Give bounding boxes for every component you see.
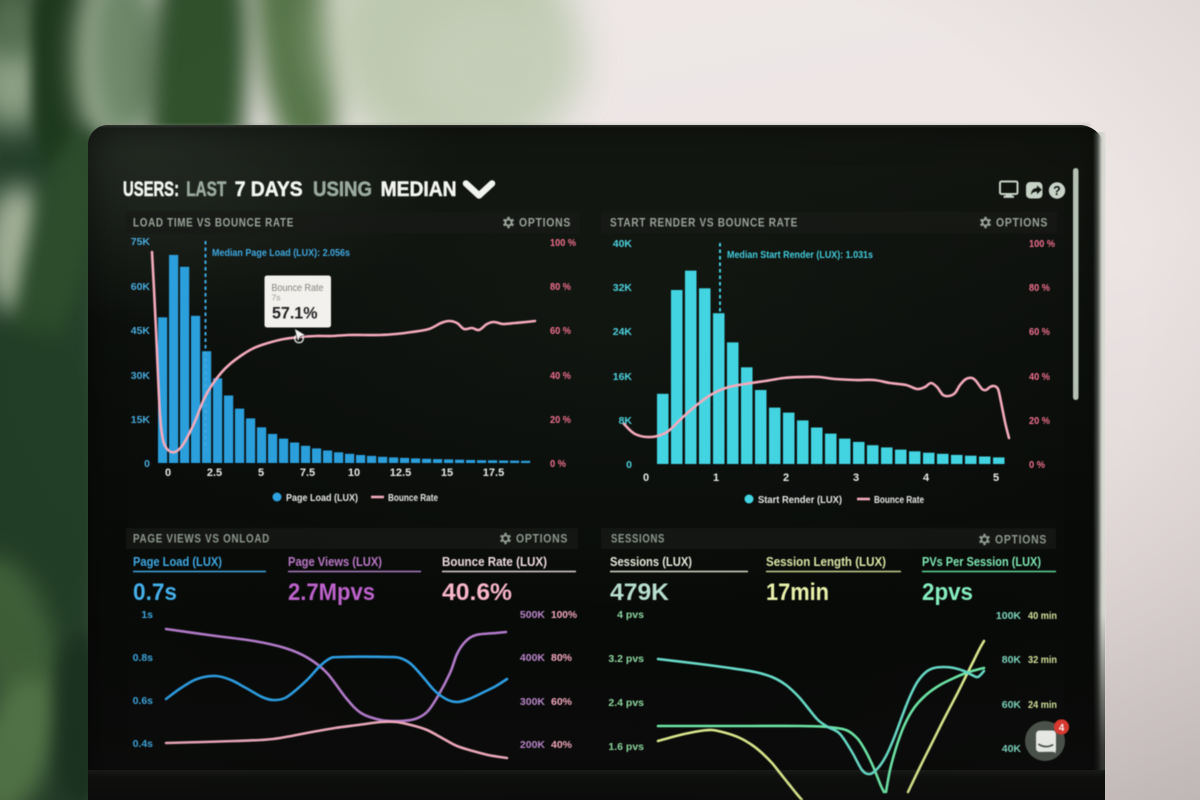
svg-text:60K: 60K [1002, 699, 1022, 711]
svg-text:32 min: 32 min [1028, 654, 1057, 666]
svg-text:0: 0 [144, 458, 150, 470]
svg-text:Session Length (LUX): Session Length (LUX) [766, 555, 886, 569]
svg-text:40 %: 40 % [550, 370, 572, 382]
svg-text:Page Views (LUX): Page Views (LUX) [288, 555, 382, 569]
svg-text:2: 2 [783, 472, 789, 484]
svg-text:7.5: 7.5 [300, 467, 315, 479]
svg-text:15: 15 [441, 467, 453, 479]
svg-text:10: 10 [348, 467, 360, 479]
svg-text:80 %: 80 % [550, 281, 572, 293]
svg-text:100 %: 100 % [550, 237, 577, 249]
svg-text:400K: 400K [520, 652, 546, 664]
svg-text:16K: 16K [613, 371, 633, 383]
svg-text:60%: 60% [551, 696, 573, 708]
svg-text:0 %: 0 % [550, 458, 567, 470]
svg-text:2.7Mpvs: 2.7Mpvs [288, 579, 375, 606]
svg-text:20 %: 20 % [550, 414, 572, 426]
svg-text:MEDIAN: MEDIAN [381, 177, 457, 201]
svg-text:4 pvs: 4 pvs [617, 609, 644, 621]
svg-text:4: 4 [1059, 723, 1065, 734]
svg-text:7s: 7s [272, 293, 281, 303]
svg-text:300K: 300K [520, 696, 546, 708]
svg-text:57.1%: 57.1% [272, 304, 318, 323]
svg-text:40K: 40K [613, 238, 633, 250]
svg-text:Bounce Rate: Bounce Rate [272, 282, 324, 294]
svg-text:100 %: 100 % [1029, 238, 1056, 250]
svg-text:2pvs: 2pvs [922, 579, 973, 606]
svg-text:15K: 15K [131, 414, 151, 426]
svg-text:80 %: 80 % [1029, 282, 1051, 294]
svg-text:OPTIONS: OPTIONS [996, 218, 1048, 230]
svg-text:4: 4 [923, 472, 930, 484]
svg-text:OPTIONS: OPTIONS [519, 218, 571, 230]
svg-text:200K: 200K [520, 739, 546, 751]
svg-text:100%: 100% [551, 609, 578, 621]
svg-text:45K: 45K [131, 325, 151, 337]
svg-text:60K: 60K [131, 281, 151, 293]
svg-text:Median Start Render (LUX): 1.0: Median Start Render (LUX): 1.031s [727, 249, 873, 261]
svg-text:40 min: 40 min [1028, 610, 1057, 622]
svg-text:3.2 pvs: 3.2 pvs [608, 653, 644, 665]
svg-text:40K: 40K [1002, 743, 1022, 755]
svg-text:24 min: 24 min [1028, 699, 1057, 711]
svg-text:0: 0 [626, 459, 632, 471]
svg-text:Page Load (LUX): Page Load (LUX) [286, 493, 358, 504]
svg-text:479K: 479K [610, 579, 670, 606]
svg-text:1s: 1s [141, 609, 153, 621]
svg-text:0: 0 [165, 467, 171, 479]
svg-text:LAST: LAST [186, 177, 226, 201]
svg-text:24K: 24K [613, 326, 633, 338]
svg-text:Bounce Rate: Bounce Rate [874, 495, 924, 506]
svg-text:60 %: 60 % [1029, 326, 1051, 338]
svg-text:0.8s: 0.8s [133, 652, 154, 664]
svg-text:17min: 17min [766, 579, 829, 606]
svg-text:20 %: 20 % [1029, 415, 1051, 427]
svg-text:7 DAYS: 7 DAYS [235, 177, 303, 201]
svg-text:40 %: 40 % [1029, 371, 1051, 383]
svg-text:1.6 pvs: 1.6 pvs [608, 741, 644, 753]
svg-text:Bounce Rate: Bounce Rate [388, 493, 438, 504]
svg-text:Sessions (LUX): Sessions (LUX) [610, 555, 692, 569]
svg-text:500K: 500K [520, 609, 546, 621]
svg-text:3: 3 [853, 472, 859, 484]
svg-text:PVs Per Session (LUX): PVs Per Session (LUX) [922, 555, 1041, 569]
svg-text:40%: 40% [551, 739, 573, 751]
svg-text:75K: 75K [131, 236, 151, 248]
svg-text:Page Load (LUX): Page Load (LUX) [133, 555, 222, 569]
svg-text:80%: 80% [551, 652, 573, 664]
svg-text:OPTIONS: OPTIONS [516, 534, 568, 546]
svg-text:8K: 8K [619, 415, 633, 427]
svg-text:80K: 80K [1002, 654, 1022, 666]
svg-text:0.4s: 0.4s [133, 738, 154, 750]
svg-text:Bounce Rate (LUX): Bounce Rate (LUX) [442, 555, 547, 569]
svg-text:1: 1 [713, 472, 719, 484]
svg-text:5: 5 [258, 467, 264, 479]
svg-text:PAGE VIEWS VS ONLOAD: PAGE VIEWS VS ONLOAD [133, 534, 270, 546]
svg-text:12.5: 12.5 [390, 467, 411, 479]
svg-text:USERS:: USERS: [123, 177, 179, 201]
svg-text:0.7s: 0.7s [133, 579, 177, 606]
svg-text:60 %: 60 % [550, 325, 572, 337]
svg-text:40.6%: 40.6% [442, 579, 512, 606]
svg-text:5: 5 [993, 472, 999, 484]
svg-text:100K: 100K [996, 610, 1022, 622]
svg-text:Start Render (LUX): Start Render (LUX) [758, 495, 842, 506]
svg-text:?: ? [1053, 184, 1061, 198]
svg-text:17.5: 17.5 [483, 467, 504, 479]
svg-text:SESSIONS: SESSIONS [611, 534, 665, 546]
svg-text:30K: 30K [131, 370, 151, 382]
svg-text:2.5: 2.5 [207, 467, 222, 479]
svg-text:0: 0 [643, 472, 649, 484]
svg-text:0 %: 0 % [1029, 459, 1046, 471]
svg-text:START RENDER VS BOUNCE RATE: START RENDER VS BOUNCE RATE [610, 218, 798, 230]
svg-text:LOAD TIME VS BOUNCE RATE: LOAD TIME VS BOUNCE RATE [133, 218, 294, 230]
svg-text:Median Page Load (LUX): 2.056s: Median Page Load (LUX): 2.056s [212, 247, 350, 259]
svg-text:0.6s: 0.6s [133, 695, 154, 707]
svg-text:USING: USING [313, 177, 372, 201]
svg-text:2.4 pvs: 2.4 pvs [608, 697, 644, 709]
svg-text:OPTIONS: OPTIONS [995, 535, 1047, 547]
svg-text:32K: 32K [613, 282, 633, 294]
